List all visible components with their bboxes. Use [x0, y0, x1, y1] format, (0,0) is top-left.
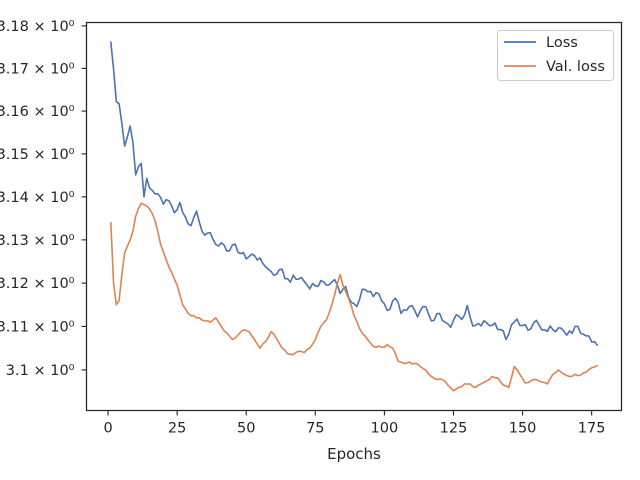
x-tick-label: 75: [306, 421, 324, 437]
x-tick-label: 175: [578, 421, 606, 437]
x-tick-label: 25: [168, 421, 186, 437]
x-tick-label: 0: [103, 421, 112, 437]
x-axis: 0 25 50 75 100 125 150 175: [103, 410, 606, 437]
legend-box: [497, 30, 614, 81]
x-axis-title: Epochs: [327, 445, 381, 463]
y-tick-label: 3.15 × 10⁰: [0, 147, 75, 163]
series-layer: [110, 41, 598, 392]
x-tick-label: 50: [237, 421, 255, 437]
y-tick-label: 3.16 × 10⁰: [0, 104, 75, 120]
y-tick-label: 3.18 × 10⁰: [0, 19, 75, 35]
legend-label-loss: Loss: [546, 35, 578, 51]
y-tick-label: 3.14 × 10⁰: [0, 190, 75, 206]
y-tick-label: 3.11 × 10⁰: [0, 319, 75, 335]
plot-frame: [85, 21, 623, 412]
x-tick-label: 150: [509, 421, 537, 437]
series-line-val-loss: [110, 202, 598, 392]
x-tick-label: 125: [440, 421, 468, 437]
legend-label-val-loss: Val. loss: [546, 59, 605, 75]
y-tick-label: 3.13 × 10⁰: [0, 233, 75, 249]
y-tick-label: 3.1 × 10⁰: [6, 363, 75, 379]
legend: Loss Val. loss: [497, 30, 614, 81]
x-tick-label: 100: [371, 421, 399, 437]
series-line-loss: [110, 41, 598, 346]
y-tick-label: 3.12 × 10⁰: [0, 276, 75, 292]
y-tick-label: 3.17 × 10⁰: [0, 61, 75, 77]
y-axis: 3.1 × 10⁰ 3.11 × 10⁰ 3.12 × 10⁰ 3.13 × 10⁰ 3…: [0, 19, 87, 379]
